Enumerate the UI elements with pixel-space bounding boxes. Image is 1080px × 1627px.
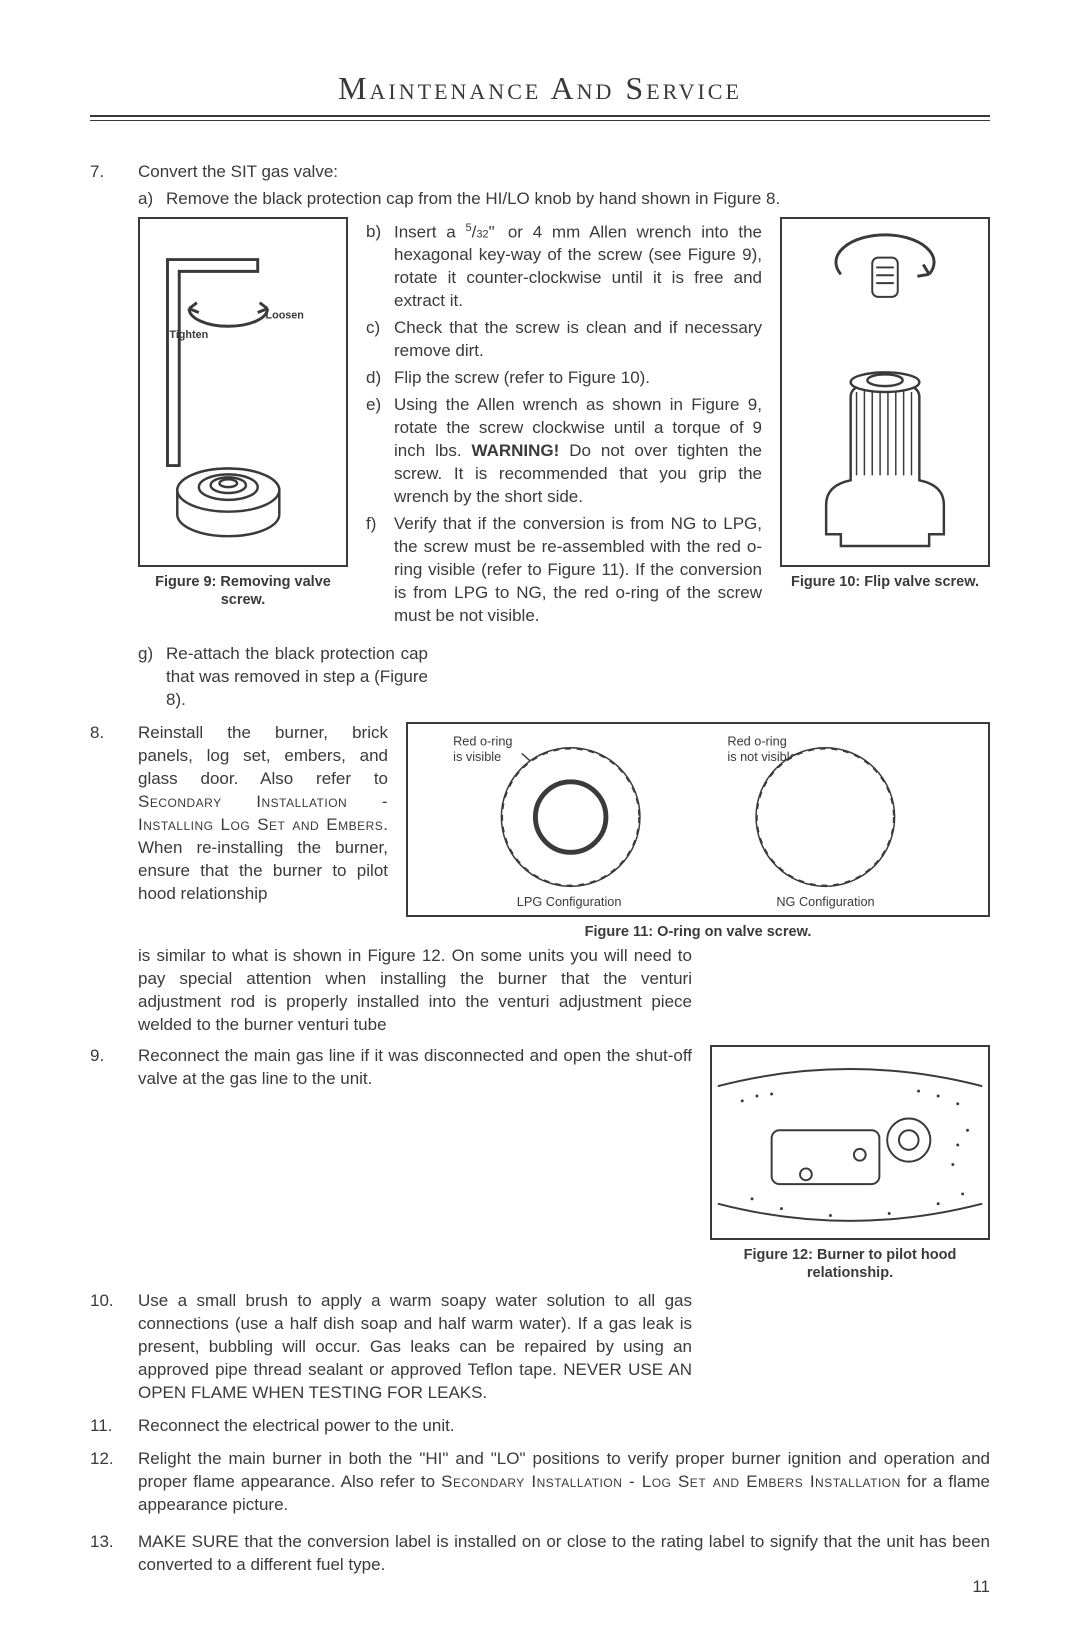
step-7: 7. Convert the SIT gas valve: a) Remove … xyxy=(138,161,990,716)
figure-10-caption: Figure 10: Flip valve screw. xyxy=(780,573,990,591)
step-13: 13. MAKE SURE that the conversion label … xyxy=(138,1531,990,1577)
step-7-num: 7. xyxy=(90,161,130,184)
step-7b: b) Insert a 5/32" or 4 mm Allen wrench i… xyxy=(394,221,762,313)
figure-10-svg xyxy=(782,219,988,565)
step-7d: d)Flip the screw (refer to Figure 10). xyxy=(394,367,762,390)
step-7e: e) Using the Allen wrench as shown in Fi… xyxy=(394,394,762,509)
svg-text:Tighten: Tighten xyxy=(169,329,208,341)
page-number: 11 xyxy=(972,1577,990,1597)
step-7b-pre: Insert a xyxy=(394,223,466,242)
step-8: 8. Reinstall the burner, brick panels, l… xyxy=(138,722,990,1037)
rule-thin xyxy=(90,120,990,121)
rule-thick xyxy=(90,115,990,117)
svg-text:Red o-ring: Red o-ring xyxy=(727,734,786,749)
figure-9-svg: Tighten Loosen xyxy=(140,219,346,565)
step-7f: f)Verify that if the conversion is from … xyxy=(394,513,762,628)
svg-text:is visible: is visible xyxy=(453,750,501,765)
step-8-rest: is similar to what is shown in Figure 12… xyxy=(138,946,692,1034)
step-7c: c)Check that the screw is clean and if n… xyxy=(394,317,762,363)
step-7g: g)Re-attach the black protection cap tha… xyxy=(166,643,428,712)
svg-text:NG Configuration: NG Configuration xyxy=(776,894,874,909)
figure-9-caption: Figure 9: Removing valve screw. xyxy=(138,573,348,609)
svg-text:Loosen: Loosen xyxy=(266,309,304,321)
step-9: 9. Reconnect the main gas line if it was… xyxy=(138,1045,990,1282)
figure-12: Figure 12: Burner to pilot hood relation… xyxy=(710,1045,990,1282)
figure-12-caption: Figure 12: Burner to pilot hood relation… xyxy=(710,1246,990,1282)
step-7a: a) Remove the black protection cap from … xyxy=(166,188,990,211)
step-11: 11. Reconnect the electrical power to th… xyxy=(138,1415,990,1438)
svg-text:LPG Configuration: LPG Configuration xyxy=(517,894,622,909)
step-10: 10. Use a small brush to apply a warm so… xyxy=(138,1290,990,1405)
figure-11-svg: Red o-ring is visible Red o-ring is not … xyxy=(408,724,988,915)
step-12: 12. Relight the main burner in both the … xyxy=(138,1448,990,1517)
page-title: Maintenance And Service xyxy=(90,70,990,113)
figure-12-svg xyxy=(712,1047,988,1238)
figure-9: Tighten Loosen xyxy=(138,217,348,609)
figure-11: Red o-ring is visible Red o-ring is not … xyxy=(406,722,990,941)
step-8-num: 8. xyxy=(90,722,130,745)
step-7a-text: Remove the black protection cap from the… xyxy=(166,189,780,208)
figure-11-caption: Figure 11: O-ring on valve screw. xyxy=(406,923,990,941)
figure-10: Figure 10: Flip valve screw. xyxy=(780,217,990,591)
svg-text:Red o-ring: Red o-ring xyxy=(453,734,512,749)
step-7-lead: Convert the SIT gas valve: xyxy=(138,162,338,181)
